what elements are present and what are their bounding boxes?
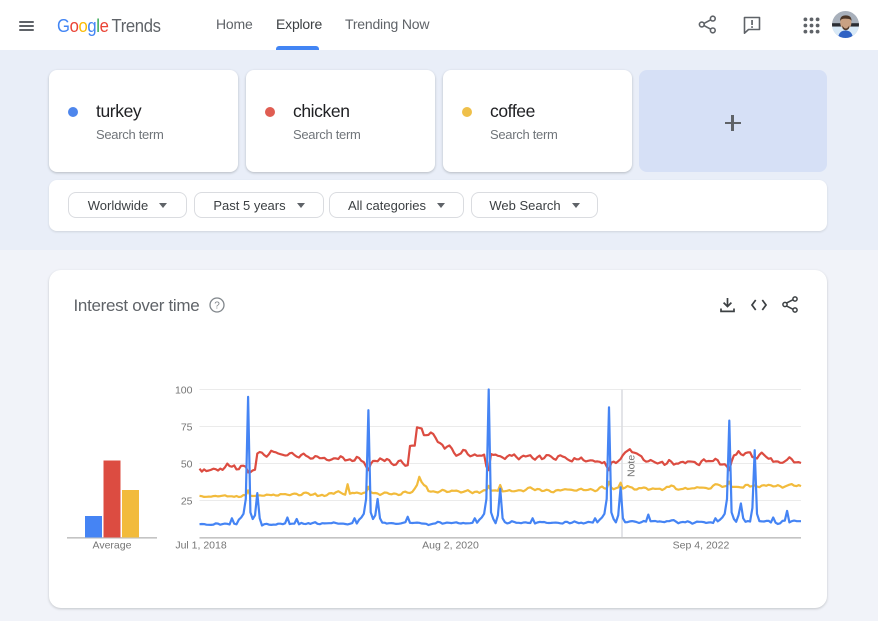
svg-text:Aug 2, 2020: Aug 2, 2020 [422,540,479,552]
svg-text:100: 100 [175,385,193,397]
svg-text:50: 50 [181,459,193,471]
svg-text:?: ? [214,301,220,312]
svg-text:Sep 4, 2022: Sep 4, 2022 [673,540,730,552]
svg-text:Jul 1, 2018: Jul 1, 2018 [175,540,227,552]
svg-text:75: 75 [181,422,193,434]
svg-text:Average: Average [93,540,132,552]
svg-text:25: 25 [181,496,193,508]
svg-text:Note: Note [626,455,638,477]
